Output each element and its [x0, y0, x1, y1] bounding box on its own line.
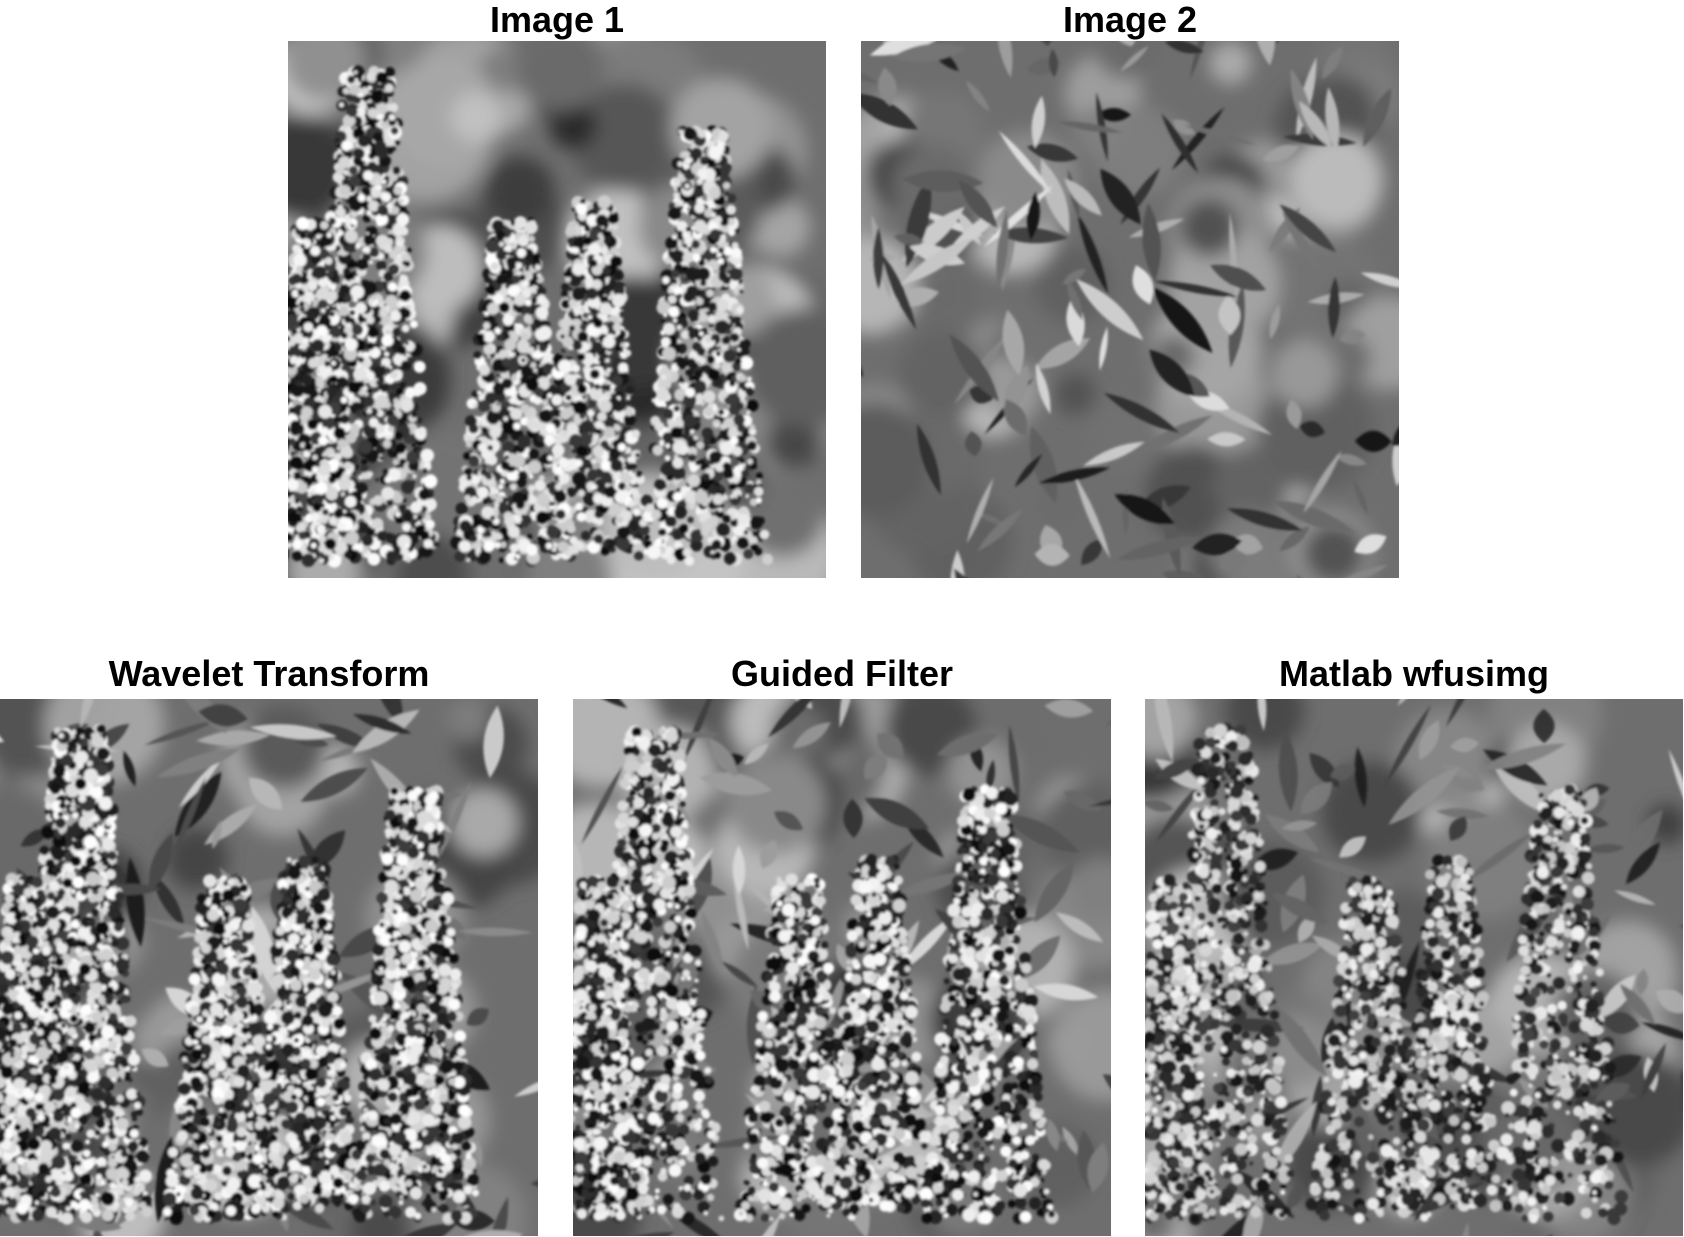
photo-wavelet-transform — [0, 699, 538, 1236]
panel-wavelet-transform: Wavelet Transform — [0, 654, 538, 1237]
panel-title-wavelet-transform: Wavelet Transform — [108, 653, 430, 694]
photo-guided-filter — [573, 699, 1111, 1236]
panel-image-1: Image 1 — [288, 0, 826, 580]
photo-image-2 — [861, 41, 1399, 578]
panel-guided-filter: Guided Filter — [573, 654, 1111, 1237]
panel-matlab-wfusimg: Matlab wfusimg — [1145, 654, 1683, 1237]
panel-title-guided-filter: Guided Filter — [730, 653, 953, 694]
panel-image-2: Image 2 — [861, 0, 1399, 580]
panel-title-image-2: Image 2 — [1062, 0, 1198, 40]
panel-title-image-1: Image 1 — [489, 0, 625, 40]
photo-matlab-wfusimg — [1145, 699, 1683, 1236]
panel-title-matlab-wfusimg: Matlab wfusimg — [1278, 653, 1550, 694]
photo-image-1 — [288, 41, 826, 578]
